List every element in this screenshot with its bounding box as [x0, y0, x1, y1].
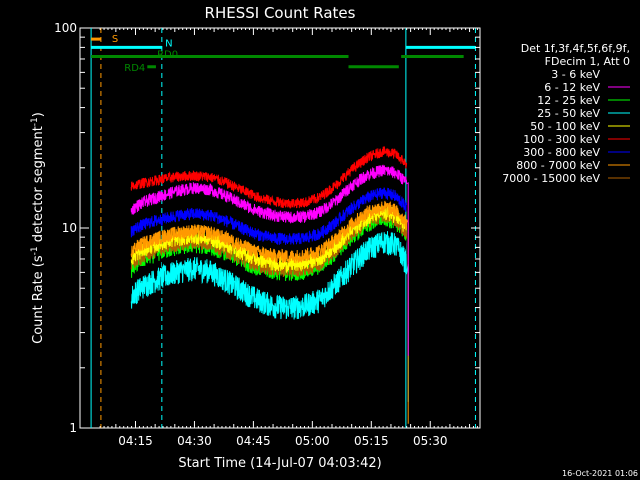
x-tick-label-5: 05:30 — [413, 434, 448, 448]
x-axis-label: Start Time (14-Jul-07 04:03:42) — [178, 456, 381, 471]
vertical-markers — [90, 28, 476, 428]
y-axis-label-mid: detector segment — [31, 126, 46, 246]
legend-entry-3: 25 - 50 keV — [537, 107, 600, 120]
series-line-3 — [130, 231, 409, 402]
legend-header-line-2: FDecim 1, Att 0 — [545, 55, 630, 68]
axes: 04:15 04:30 04:45 05:00 05:15 05:30 1 10 100 — [54, 21, 480, 448]
y-tick-label-0: 1 — [69, 421, 77, 435]
x-tick-label-2: 04:45 — [236, 434, 271, 448]
legend-entry-1: 6 - 12 keV — [544, 81, 600, 94]
series-line-1 — [130, 164, 409, 356]
series-layer — [130, 146, 409, 424]
x-tick-label-4: 05:15 — [354, 434, 389, 448]
legend: Det 1f,3f,4f,5f,6f,9f, FDecim 1, Att 0 3… — [502, 42, 630, 185]
series-line-0 — [130, 211, 408, 296]
series-line-5 — [130, 146, 408, 209]
y-axis-label-sup-2: -1 — [30, 117, 40, 126]
y-axis-label-sup-1: -1 — [30, 246, 40, 255]
legend-entry-4: 50 - 100 keV — [530, 120, 600, 133]
x-tick-label-3: 05:00 — [295, 434, 330, 448]
legend-entry-6: 300 - 800 keV — [523, 146, 600, 159]
legend-entry-8: 7000 - 15000 keV — [502, 172, 600, 185]
x-tick-label-1: 04:30 — [177, 434, 212, 448]
x-tick-label-0: 04:15 — [118, 434, 153, 448]
legend-entry-5: 100 - 300 keV — [523, 133, 600, 146]
y-axis-label-end: ) — [31, 112, 46, 117]
legend-entry-0: 3 - 6 keV — [551, 68, 600, 81]
flag-label-6: RD4 — [124, 63, 145, 74]
legend-header-line-1: Det 1f,3f,4f,5f,6f,9f, — [521, 42, 630, 55]
legend-entry-2: 12 - 25 keV — [537, 94, 600, 107]
flag-label-0: S — [112, 34, 118, 45]
chart-title: RHESSI Count Rates — [205, 4, 356, 22]
y-axis-label-main: Count Rate (s — [31, 255, 46, 344]
y-axis-label: Count Rate (s-1 detector segment-1) — [30, 112, 46, 344]
y-tick-label-2: 100 — [54, 21, 77, 35]
flag-label-3: RD0 — [157, 50, 178, 61]
legend-entry-7: 800 - 7000 keV — [516, 159, 600, 172]
y-tick-label-1: 10 — [62, 221, 77, 235]
series-line-7 — [130, 200, 409, 424]
flag-label-1: N — [165, 38, 172, 49]
series-line-6 — [130, 187, 408, 246]
timestamp: 16-Oct-2021 01:06 — [562, 469, 638, 478]
